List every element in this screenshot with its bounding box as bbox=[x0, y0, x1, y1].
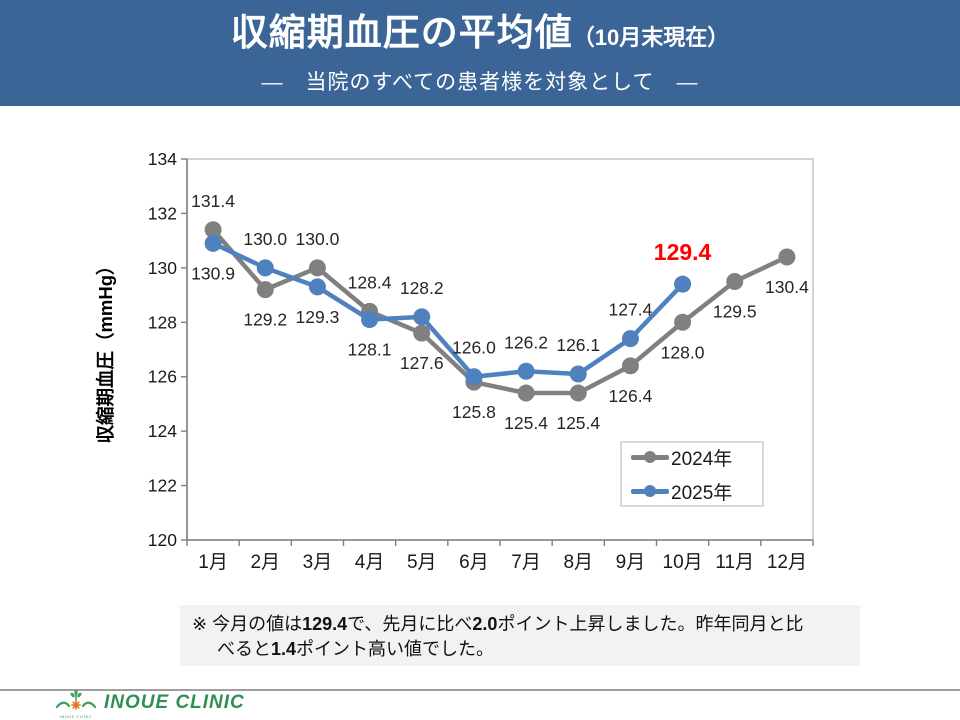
data-point-2025年-2月 bbox=[256, 259, 274, 277]
data-label-2024年-4月: 128.4 bbox=[348, 272, 392, 292]
data-label-2025年-4月: 128.1 bbox=[348, 340, 392, 360]
data-label-2024年-9月: 126.4 bbox=[609, 386, 653, 406]
data-label-2024年-10月: 128.0 bbox=[661, 342, 705, 362]
data-point-2025年-7月 bbox=[517, 362, 535, 380]
data-label-2024年-11月: 129.5 bbox=[713, 301, 757, 321]
x-category-label: 6月 bbox=[459, 552, 489, 573]
data-label-2025年-3月: 129.3 bbox=[296, 307, 340, 327]
data-point-2025年-3月 bbox=[308, 278, 326, 296]
data-point-2024年-1月 bbox=[204, 221, 222, 239]
clinic-logo-caption: INOUE CLINIC bbox=[60, 714, 92, 719]
y-tick-label: 122 bbox=[148, 476, 177, 496]
legend-label-2024: 2024年 bbox=[671, 448, 733, 470]
series-line-2024年 bbox=[210, 227, 790, 396]
data-point-2024年-2月 bbox=[256, 281, 274, 299]
x-category-label: 2月 bbox=[250, 552, 280, 573]
data-point-2024年-12月 bbox=[778, 248, 796, 266]
data-label-2024年-8月: 125.4 bbox=[556, 413, 600, 433]
summary-note-line2: べると1.4ポイント高い値でした。 bbox=[217, 639, 495, 659]
data-label-2024年-2月: 129.2 bbox=[243, 310, 287, 330]
x-category-label: 11月 bbox=[715, 552, 754, 573]
page-title-suffix: （10月末現在） bbox=[572, 25, 730, 50]
legend-entry-2025: 2025年 bbox=[631, 478, 762, 505]
data-label-2025年-10月: 129.4 bbox=[654, 239, 712, 265]
x-category-label: 8月 bbox=[563, 552, 593, 573]
page-title-main: 収縮期血圧の平均値 bbox=[230, 12, 573, 53]
data-point-2025年-8月 bbox=[569, 365, 587, 383]
page-subtitle: ― 当院のすべての患者様を対象として ― bbox=[261, 71, 699, 94]
data-point-2024年-10月 bbox=[674, 313, 692, 331]
data-point-2024年-8月 bbox=[569, 384, 587, 402]
legend-label-2025: 2025年 bbox=[671, 482, 733, 504]
x-category-label: 9月 bbox=[616, 552, 646, 573]
data-label-2024年-5月: 127.6 bbox=[400, 353, 444, 373]
data-label-2025年-5月: 128.2 bbox=[400, 278, 444, 298]
data-label-2024年-3月: 130.0 bbox=[296, 229, 340, 249]
x-category-label: 5月 bbox=[407, 552, 437, 573]
data-point-2025年-4月 bbox=[361, 311, 379, 329]
data-label-2025年-1月: 130.9 bbox=[191, 263, 235, 283]
y-tick-label: 130 bbox=[148, 258, 177, 278]
data-point-2025年-5月 bbox=[413, 308, 431, 326]
clinic-logo-icon: INOUE CLINIC bbox=[55, 690, 97, 719]
y-tick-label: 132 bbox=[148, 203, 177, 223]
data-point-2025年-6月 bbox=[465, 368, 483, 386]
x-category-label: 7月 bbox=[511, 552, 541, 573]
summary-note-line1: ※ 今月の値は129.4で、先月に比べ2.0ポイント上昇しました。昨年同月と比 bbox=[192, 614, 804, 634]
x-category-label: 1月 bbox=[198, 552, 228, 573]
data-point-2025年-1月 bbox=[204, 234, 222, 252]
data-point-2024年-11月 bbox=[726, 272, 744, 290]
data-point-2025年-10月 bbox=[674, 275, 692, 293]
page-title: 収縮期血圧の平均値（10月末現在） bbox=[0, 0, 960, 66]
x-category-label: 4月 bbox=[355, 552, 385, 573]
data-label-2024年-6月: 125.8 bbox=[452, 402, 496, 422]
y-tick-label: 134 bbox=[148, 149, 177, 169]
data-label-2025年-2月: 130.0 bbox=[243, 229, 287, 249]
data-label-2025年-7月: 126.2 bbox=[504, 332, 548, 352]
y-axis-title: 収縮期血圧（mmHg） bbox=[95, 256, 116, 443]
legend-line-sample-2025-icon bbox=[631, 485, 669, 497]
data-point-2024年-3月 bbox=[308, 259, 326, 277]
x-category-label: 3月 bbox=[303, 552, 333, 573]
legend-entry-2024: 2024年 bbox=[631, 444, 762, 471]
y-tick-label: 124 bbox=[148, 421, 177, 441]
y-tick-label: 120 bbox=[148, 530, 177, 550]
y-tick-label: 126 bbox=[148, 367, 177, 387]
clinic-name: INOUE CLINIC bbox=[104, 692, 245, 713]
data-label-2025年-6月: 126.0 bbox=[452, 338, 496, 358]
data-label-2024年-7月: 125.4 bbox=[504, 413, 548, 433]
series-line-2025年 bbox=[210, 241, 685, 379]
legend-line-sample-2024-icon bbox=[631, 451, 669, 463]
data-point-2024年-9月 bbox=[621, 357, 639, 375]
summary-note: ※ 今月の値は129.4で、先月に比べ2.0ポイント上昇しました。昨年同月と比 … bbox=[180, 605, 860, 666]
footer-divider bbox=[0, 689, 960, 691]
data-label-2025年-8月: 126.1 bbox=[556, 335, 600, 355]
header-banner: 収縮期血圧の平均値（10月末現在） ― 当院のすべての患者様を対象として ― bbox=[0, 0, 960, 106]
chart-legend: 2024年 2025年 bbox=[620, 441, 764, 507]
data-label-2024年-1月: 131.4 bbox=[191, 191, 235, 211]
x-category-label: 12月 bbox=[767, 552, 807, 573]
data-point-2024年-7月 bbox=[517, 384, 535, 402]
data-point-2025年-9月 bbox=[621, 330, 639, 348]
bp-line-chart: 134 132 130 128 126 124 122 120 1月 2月 3月 4月 5月 6月 7月 8月… bbox=[95, 149, 814, 573]
data-point-2024年-5月 bbox=[413, 324, 431, 342]
x-category-label: 10月 bbox=[663, 552, 703, 573]
data-label-2024年-12月: 130.4 bbox=[765, 277, 809, 297]
data-label-2025年-9月: 127.4 bbox=[609, 300, 653, 320]
y-tick-label: 128 bbox=[148, 312, 177, 332]
